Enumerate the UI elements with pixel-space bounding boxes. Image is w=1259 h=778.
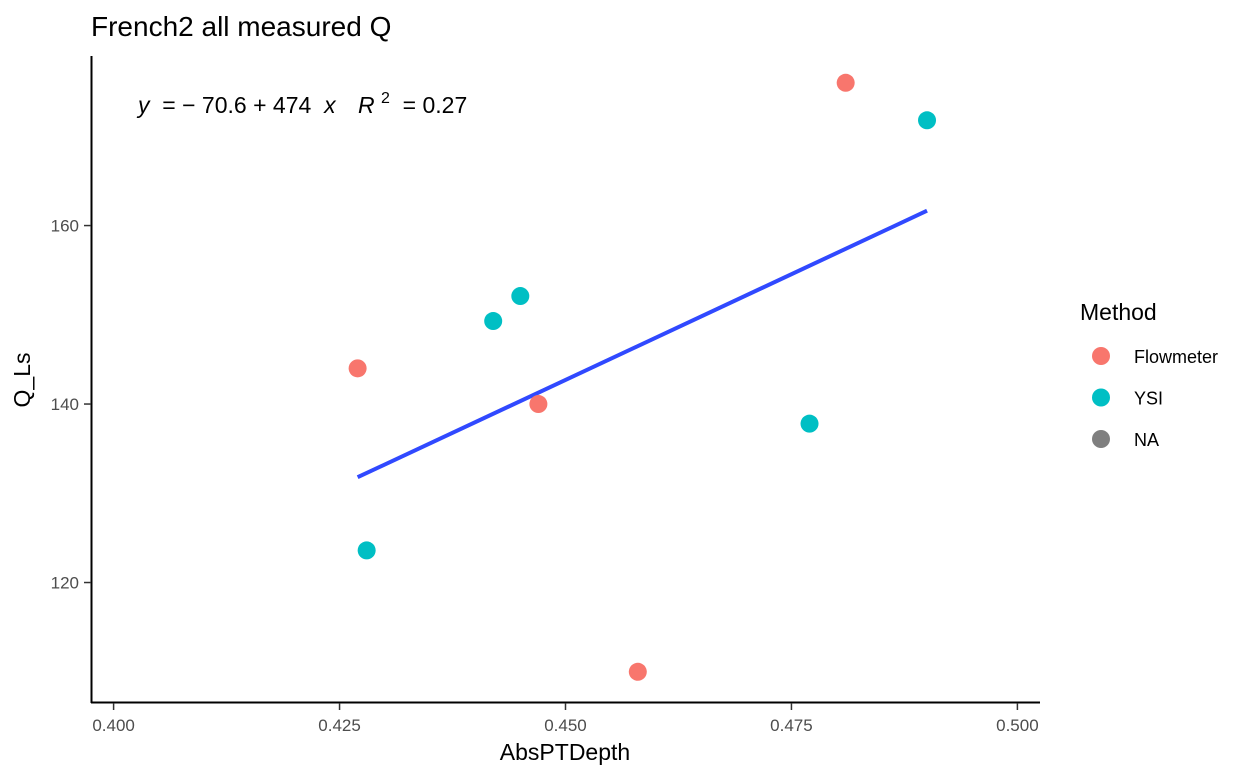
legend-key-na: [1092, 430, 1110, 448]
x-axis-ticks: 0.400 0.425 0.450 0.475 0.500: [92, 703, 1039, 735]
y-axis-title: Q_Ls: [9, 353, 35, 408]
y-tick-label: 160: [51, 217, 79, 236]
legend-label-ysi: YSI: [1134, 389, 1163, 409]
chart-title: French2 all measured Q: [91, 11, 391, 42]
x-tick-label: 0.450: [544, 716, 587, 735]
legend-label-na: NA: [1134, 430, 1159, 450]
data-point-ysi: [357, 541, 376, 560]
data-point-flowmeter: [529, 395, 548, 414]
regression-line-group: [356, 208, 928, 480]
regression-line: [356, 208, 928, 480]
y-tick-label: 120: [51, 574, 79, 593]
eq-r-superscript: 2: [381, 90, 390, 107]
data-point-flowmeter: [836, 73, 855, 92]
data-point-flowmeter: [348, 359, 367, 378]
data-points: [348, 73, 937, 681]
data-point-ysi: [484, 312, 503, 331]
eq-y-var: y: [136, 92, 151, 118]
eq-x-var: x: [323, 92, 337, 118]
data-point-ysi: [918, 111, 937, 130]
x-tick-label: 0.500: [996, 716, 1039, 735]
data-point-ysi: [800, 414, 819, 433]
legend: Method Flowmeter YSI NA: [1080, 299, 1218, 450]
legend-key-flowmeter: [1092, 347, 1110, 365]
eq-body: = − 70.6 + 474: [156, 92, 318, 118]
y-tick-label: 140: [51, 395, 79, 414]
eq-r-value: = 0.27: [396, 92, 467, 118]
legend-key-ysi: [1092, 388, 1110, 407]
eq-r-var: R: [358, 92, 375, 118]
x-tick-label: 0.400: [92, 716, 135, 735]
regression-equation: y = − 70.6 + 474 x R 2 = 0.27: [136, 82, 467, 118]
x-tick-label: 0.475: [770, 716, 813, 735]
y-axis-ticks: 120 140 160: [51, 217, 91, 593]
data-point-ysi: [511, 287, 530, 306]
legend-label-flowmeter: Flowmeter: [1134, 347, 1218, 367]
legend-title: Method: [1080, 299, 1157, 325]
data-point-flowmeter: [628, 662, 647, 681]
x-axis-title: AbsPTDepth: [500, 739, 630, 765]
x-tick-label: 0.425: [318, 716, 361, 735]
